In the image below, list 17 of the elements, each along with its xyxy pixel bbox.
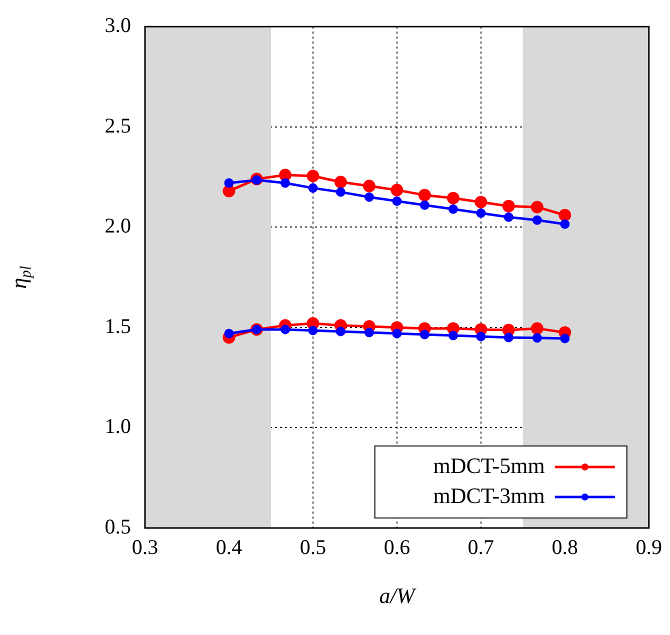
x-tick-label: 0.3 — [132, 535, 158, 560]
y-tick-label: 2.0 — [104, 214, 131, 238]
x-tick-label: 0.6 — [384, 535, 410, 560]
y-tick-label: 0.5 — [104, 514, 131, 539]
x-tick-label: 0.5 — [300, 535, 326, 560]
x-tick-label: 0.8 — [552, 535, 578, 560]
y-tick-label: 1.0 — [104, 414, 131, 438]
y-tick-label: 3.0 — [104, 13, 131, 38]
x-tick-label: 0.4 — [216, 535, 243, 560]
x-tick-label: 0.9 — [636, 535, 662, 560]
x-axis-title: a/W — [379, 582, 416, 608]
y-tick-label: 1.5 — [104, 314, 131, 338]
y-tick-label: 2.5 — [104, 113, 131, 138]
x-tick-label: 0.7 — [468, 535, 494, 560]
legend-label: mDCT-5mm — [433, 452, 545, 478]
y-axis-title: ηpl — [6, 266, 35, 289]
legend-label: mDCT-3mm — [433, 482, 545, 508]
